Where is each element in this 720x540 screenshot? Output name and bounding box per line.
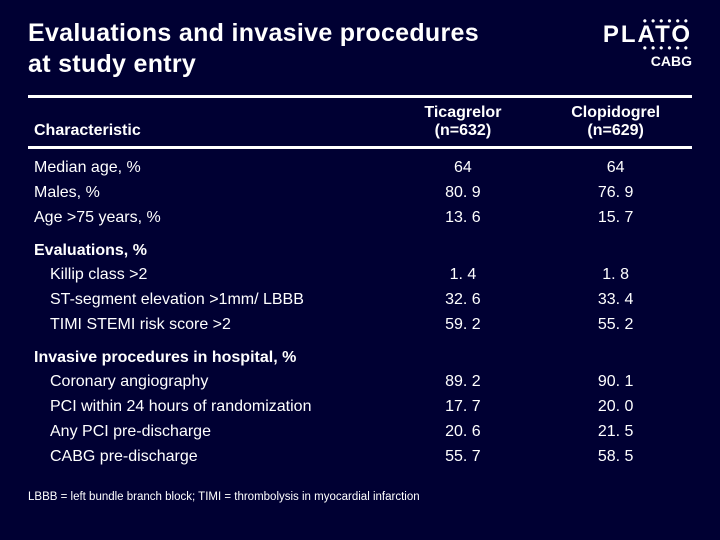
cell-clopidogrel: 58. 5 — [539, 444, 692, 469]
row-label: PCI within 24 hours of randomization — [28, 394, 387, 419]
col-characteristic: Characteristic — [28, 96, 387, 147]
row-label: Males, % — [28, 180, 387, 205]
section-row: Evaluations, % — [28, 230, 692, 262]
cell-clopidogrel: 64 — [539, 147, 692, 180]
cell-clopidogrel: 55. 2 — [539, 312, 692, 337]
table-header-row: Characteristic Ticagrelor (n=632) Clopid… — [28, 96, 692, 147]
section-row: Invasive procedures in hospital, % — [28, 337, 692, 369]
cell-ticagrelor: 59. 2 — [387, 312, 540, 337]
cell-ticagrelor: 55. 7 — [387, 444, 540, 469]
cell-ticagrelor: 1. 4 — [387, 262, 540, 287]
title-line1: Evaluations and invasive procedures — [28, 19, 479, 47]
footnote: LBBB = left bundle branch block; TIMI = … — [28, 491, 692, 503]
slide: Evaluations and invasive procedures at s… — [0, 0, 720, 515]
table-row: PCI within 24 hours of randomization 17.… — [28, 394, 692, 419]
table-row: TIMI STEMI risk score >2 59. 2 55. 2 — [28, 312, 692, 337]
header: Evaluations and invasive procedures at s… — [28, 18, 692, 81]
cell-clopidogrel: 76. 9 — [539, 180, 692, 205]
table-row: Males, % 80. 9 76. 9 — [28, 180, 692, 205]
title-line2: at study entry — [28, 50, 196, 78]
slide-title: Evaluations and invasive procedures at s… — [28, 18, 479, 81]
cell-ticagrelor: 89. 2 — [387, 369, 540, 394]
cell-clopidogrel: 15. 7 — [539, 205, 692, 230]
brand-subtitle: CABG — [603, 53, 692, 69]
brand-block: •••••• PLATO •••••• CABG — [603, 18, 692, 69]
row-label: Coronary angiography — [28, 369, 387, 394]
table-row: Any PCI pre-discharge 20. 6 21. 5 — [28, 419, 692, 444]
cell-ticagrelor: 17. 7 — [387, 394, 540, 419]
row-label: CABG pre-discharge — [28, 444, 387, 469]
row-label: Age >75 years, % — [28, 205, 387, 230]
section-label: Invasive procedures in hospital, % — [28, 337, 387, 369]
row-label: TIMI STEMI risk score >2 — [28, 312, 387, 337]
data-table: Characteristic Ticagrelor (n=632) Clopid… — [28, 95, 692, 469]
cell-clopidogrel: 1. 8 — [539, 262, 692, 287]
row-label: Median age, % — [28, 147, 387, 180]
table-row: CABG pre-discharge 55. 7 58. 5 — [28, 444, 692, 469]
cell-ticagrelor: 32. 6 — [387, 287, 540, 312]
row-label: Any PCI pre-discharge — [28, 419, 387, 444]
cell-ticagrelor: 20. 6 — [387, 419, 540, 444]
section-label: Evaluations, % — [28, 230, 387, 262]
cell-ticagrelor: 80. 9 — [387, 180, 540, 205]
table-row: Coronary angiography 89. 2 90. 1 — [28, 369, 692, 394]
cell-clopidogrel: 90. 1 — [539, 369, 692, 394]
col-ticagrelor: Ticagrelor (n=632) — [387, 96, 540, 147]
col-clopidogrel: Clopidogrel (n=629) — [539, 96, 692, 147]
cell-ticagrelor: 13. 6 — [387, 205, 540, 230]
table-row: Killip class >2 1. 4 1. 8 — [28, 262, 692, 287]
cell-ticagrelor: 64 — [387, 147, 540, 180]
row-label: Killip class >2 — [28, 262, 387, 287]
cell-clopidogrel: 21. 5 — [539, 419, 692, 444]
table-row: Age >75 years, % 13. 6 15. 7 — [28, 205, 692, 230]
table-row: Median age, % 64 64 — [28, 147, 692, 180]
table-row: ST-segment elevation >1mm/ LBBB 32. 6 33… — [28, 287, 692, 312]
cell-clopidogrel: 20. 0 — [539, 394, 692, 419]
cell-clopidogrel: 33. 4 — [539, 287, 692, 312]
row-label: ST-segment elevation >1mm/ LBBB — [28, 287, 387, 312]
